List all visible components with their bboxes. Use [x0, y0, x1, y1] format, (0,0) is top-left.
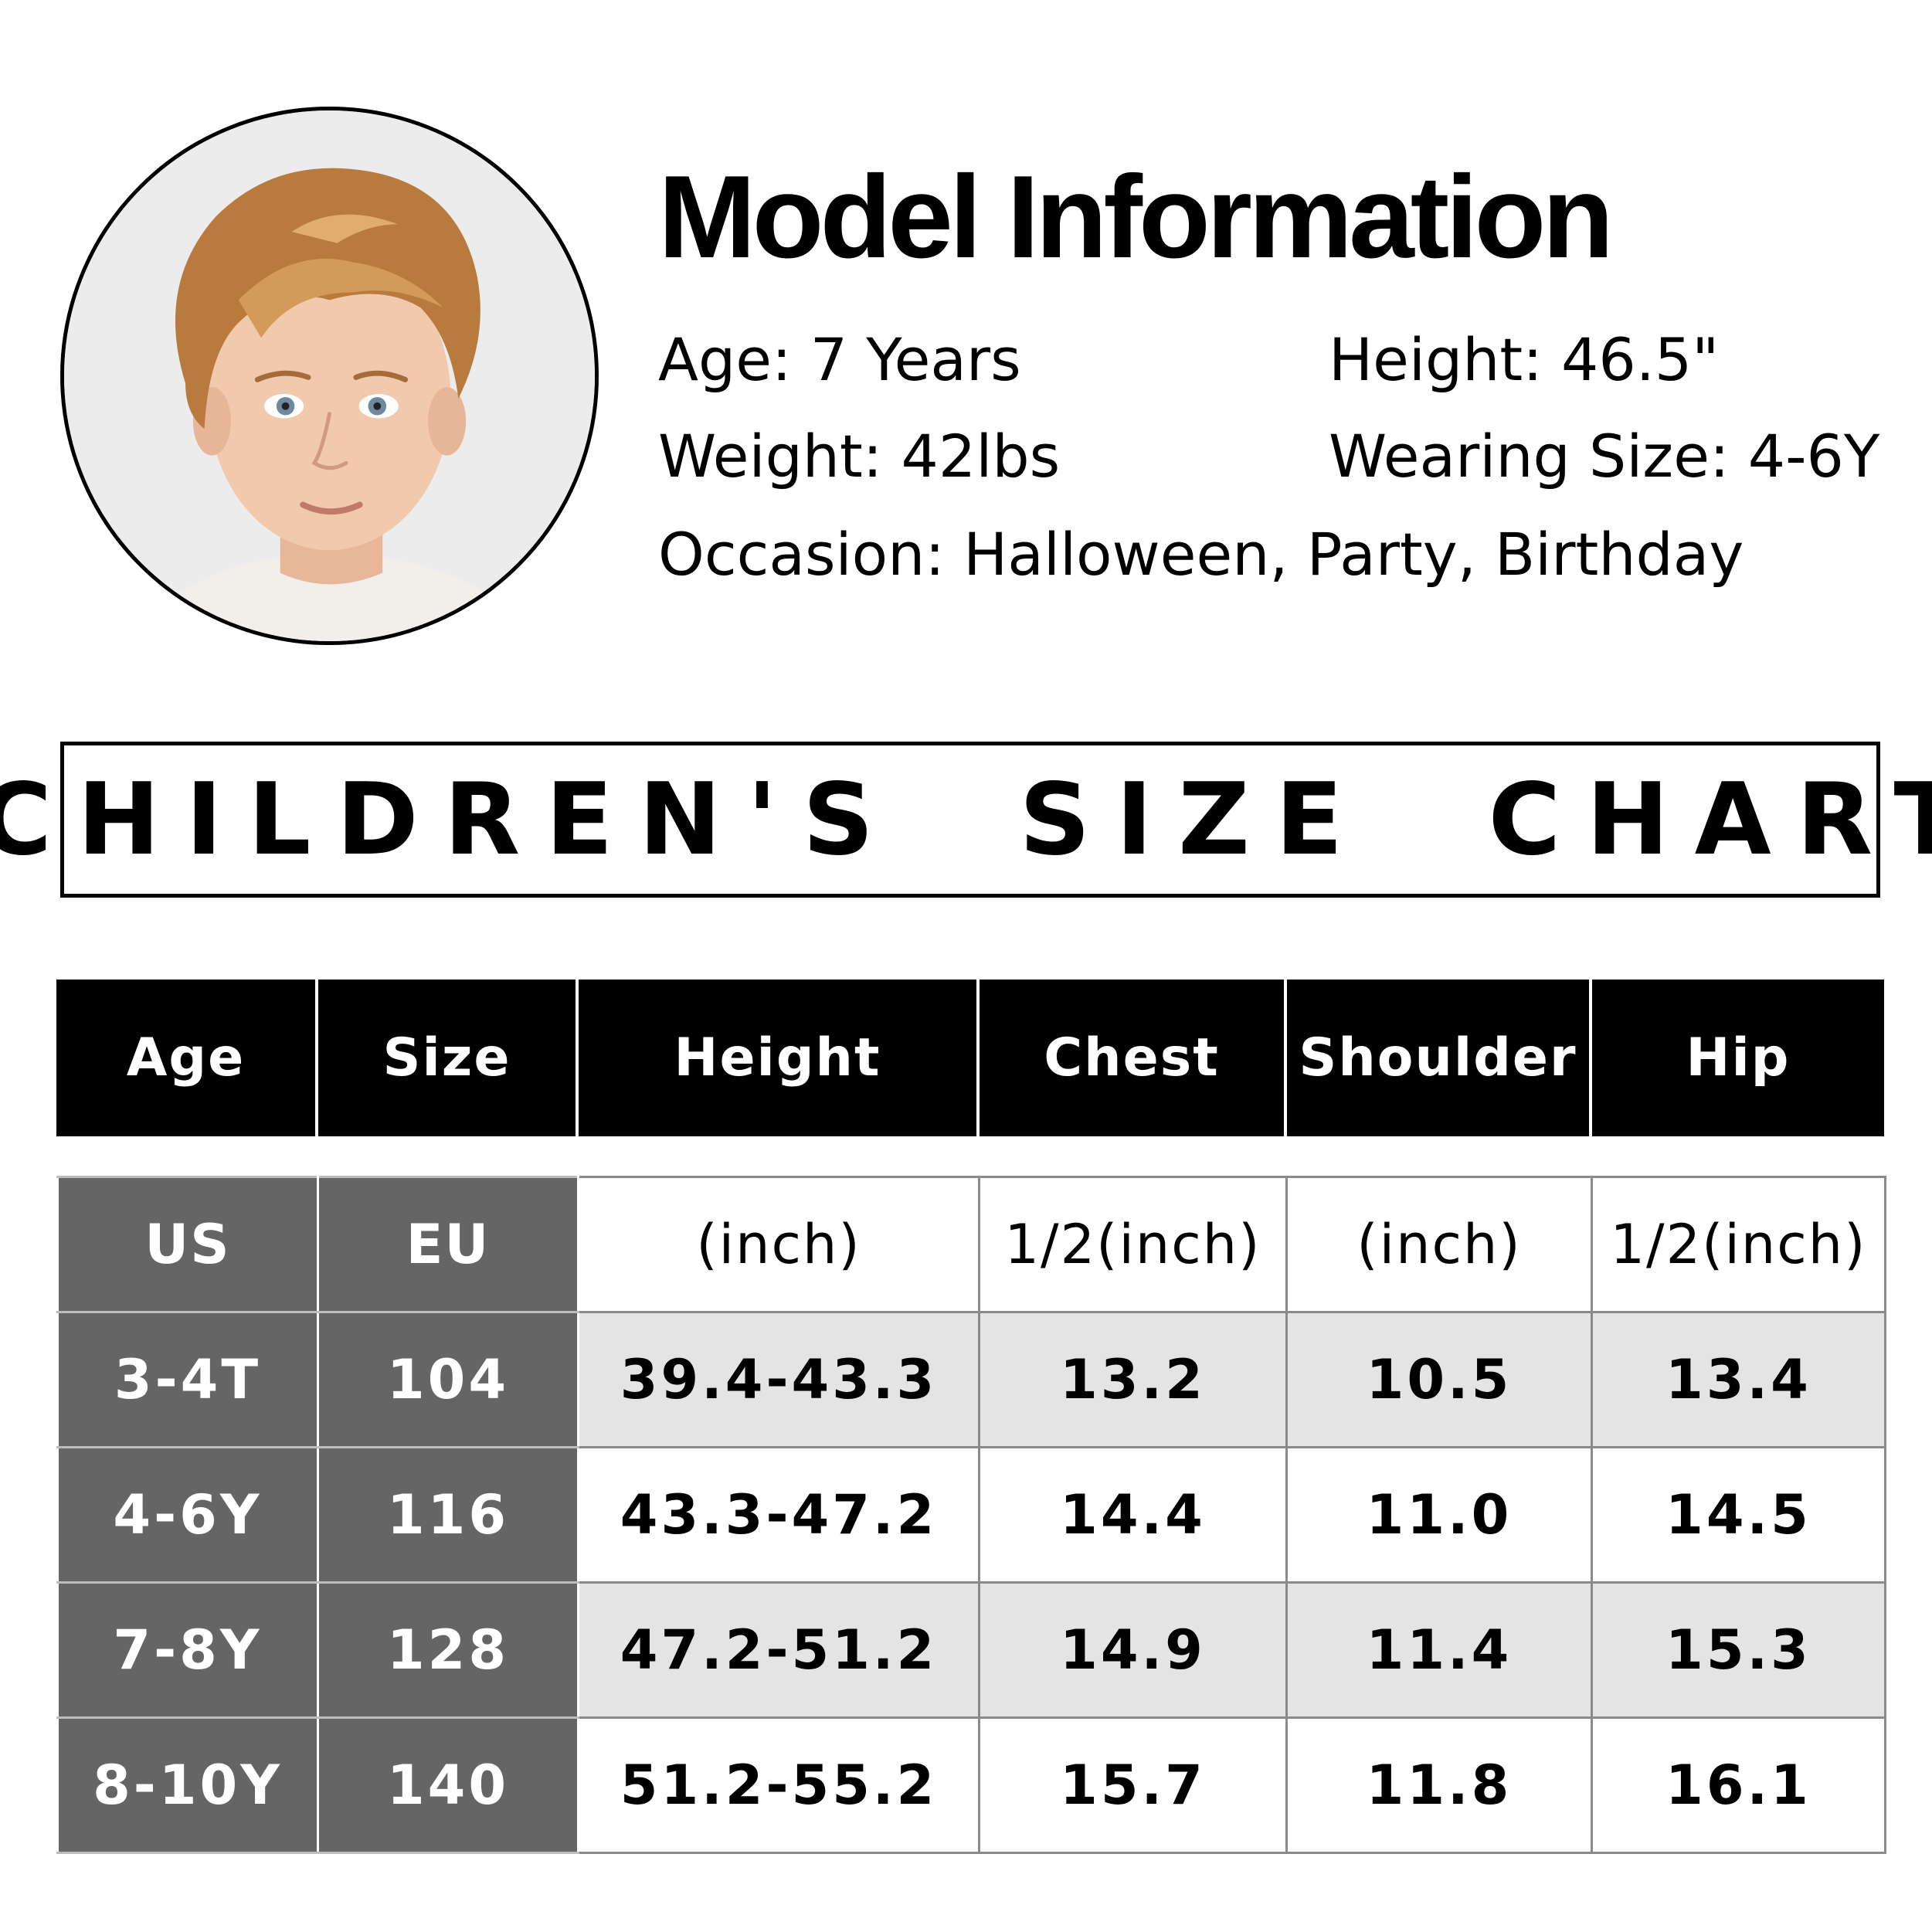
cell-height: 51.2-55.2: [577, 1716, 980, 1854]
model-weight: Weight: 42lbs: [658, 422, 1061, 491]
size-table: US EU (inch) 1/2(inch) (inch) 1/2(inch) …: [56, 1176, 1886, 1854]
model-occasion: Occasion: Halloween, Party, Birthday: [658, 520, 1744, 589]
cell-age: 7-8Y: [56, 1581, 319, 1719]
size-table-header: Age Size Height Chest Shoulder Hip: [56, 980, 1884, 1136]
unit-chest: 1/2(inch): [978, 1176, 1288, 1313]
cell-shoulder: 10.5: [1285, 1311, 1593, 1448]
cell-chest: 14.9: [978, 1581, 1288, 1719]
header-height: Height: [576, 980, 978, 1136]
table-row: 3-4T 104 39.4-43.3 13.2 10.5 13.4: [56, 1311, 1886, 1448]
cell-hip: 14.5: [1591, 1446, 1886, 1584]
cell-hip: 13.4: [1591, 1311, 1886, 1448]
header-row: Age Size Height Chest Shoulder Hip: [56, 980, 1884, 1136]
model-wearing-size: Wearing Size: 4-6Y: [1329, 422, 1880, 491]
size-chart-banner: CHILDREN'S SIZE CHART: [0, 742, 1932, 898]
cell-age: 4-6Y: [56, 1446, 319, 1584]
cell-size: 104: [317, 1311, 579, 1448]
cell-age: 8-10Y: [56, 1716, 319, 1854]
unit-age: US: [56, 1176, 319, 1313]
size-chart-title: CHILDREN'S SIZE CHART: [0, 762, 1932, 878]
model-photo: [60, 107, 599, 645]
cell-age: 3-4T: [56, 1311, 319, 1448]
unit-shoulder: (inch): [1285, 1176, 1593, 1313]
model-info-title: Model Information: [658, 151, 1614, 283]
cell-shoulder: 11.0: [1285, 1446, 1593, 1584]
header-age: Age: [56, 980, 317, 1136]
unit-height: (inch): [577, 1176, 980, 1313]
header-hip: Hip: [1589, 980, 1884, 1136]
cell-hip: 15.3: [1591, 1581, 1886, 1719]
cell-chest: 13.2: [978, 1311, 1288, 1448]
table-row: 8-10Y 140 51.2-55.2 15.7 11.8 16.1: [56, 1716, 1886, 1854]
unit-hip: 1/2(inch): [1591, 1176, 1886, 1313]
units-row: US EU (inch) 1/2(inch) (inch) 1/2(inch): [56, 1176, 1886, 1313]
table-row: 7-8Y 128 47.2-51.2 14.9 11.4 15.3: [56, 1581, 1886, 1719]
cell-chest: 15.7: [978, 1716, 1288, 1854]
cell-shoulder: 11.4: [1285, 1581, 1593, 1719]
model-age: Age: 7 Years: [658, 325, 1021, 394]
table-row: 4-6Y 116 43.3-47.2 14.4 11.0 14.5: [56, 1446, 1886, 1584]
header-shoulder: Shoulder: [1284, 980, 1591, 1136]
cell-chest: 14.4: [978, 1446, 1288, 1584]
unit-size: EU: [317, 1176, 579, 1313]
cell-size: 140: [317, 1716, 579, 1854]
cell-height: 39.4-43.3: [577, 1311, 980, 1448]
cell-shoulder: 11.8: [1285, 1716, 1593, 1854]
model-height: Height: 46.5": [1329, 325, 1720, 394]
cell-size: 128: [317, 1581, 579, 1719]
header-chest: Chest: [976, 980, 1285, 1136]
header-size: Size: [315, 980, 577, 1136]
cell-hip: 16.1: [1591, 1716, 1886, 1854]
cell-size: 116: [317, 1446, 579, 1584]
cell-height: 43.3-47.2: [577, 1446, 980, 1584]
cell-height: 47.2-51.2: [577, 1581, 980, 1719]
